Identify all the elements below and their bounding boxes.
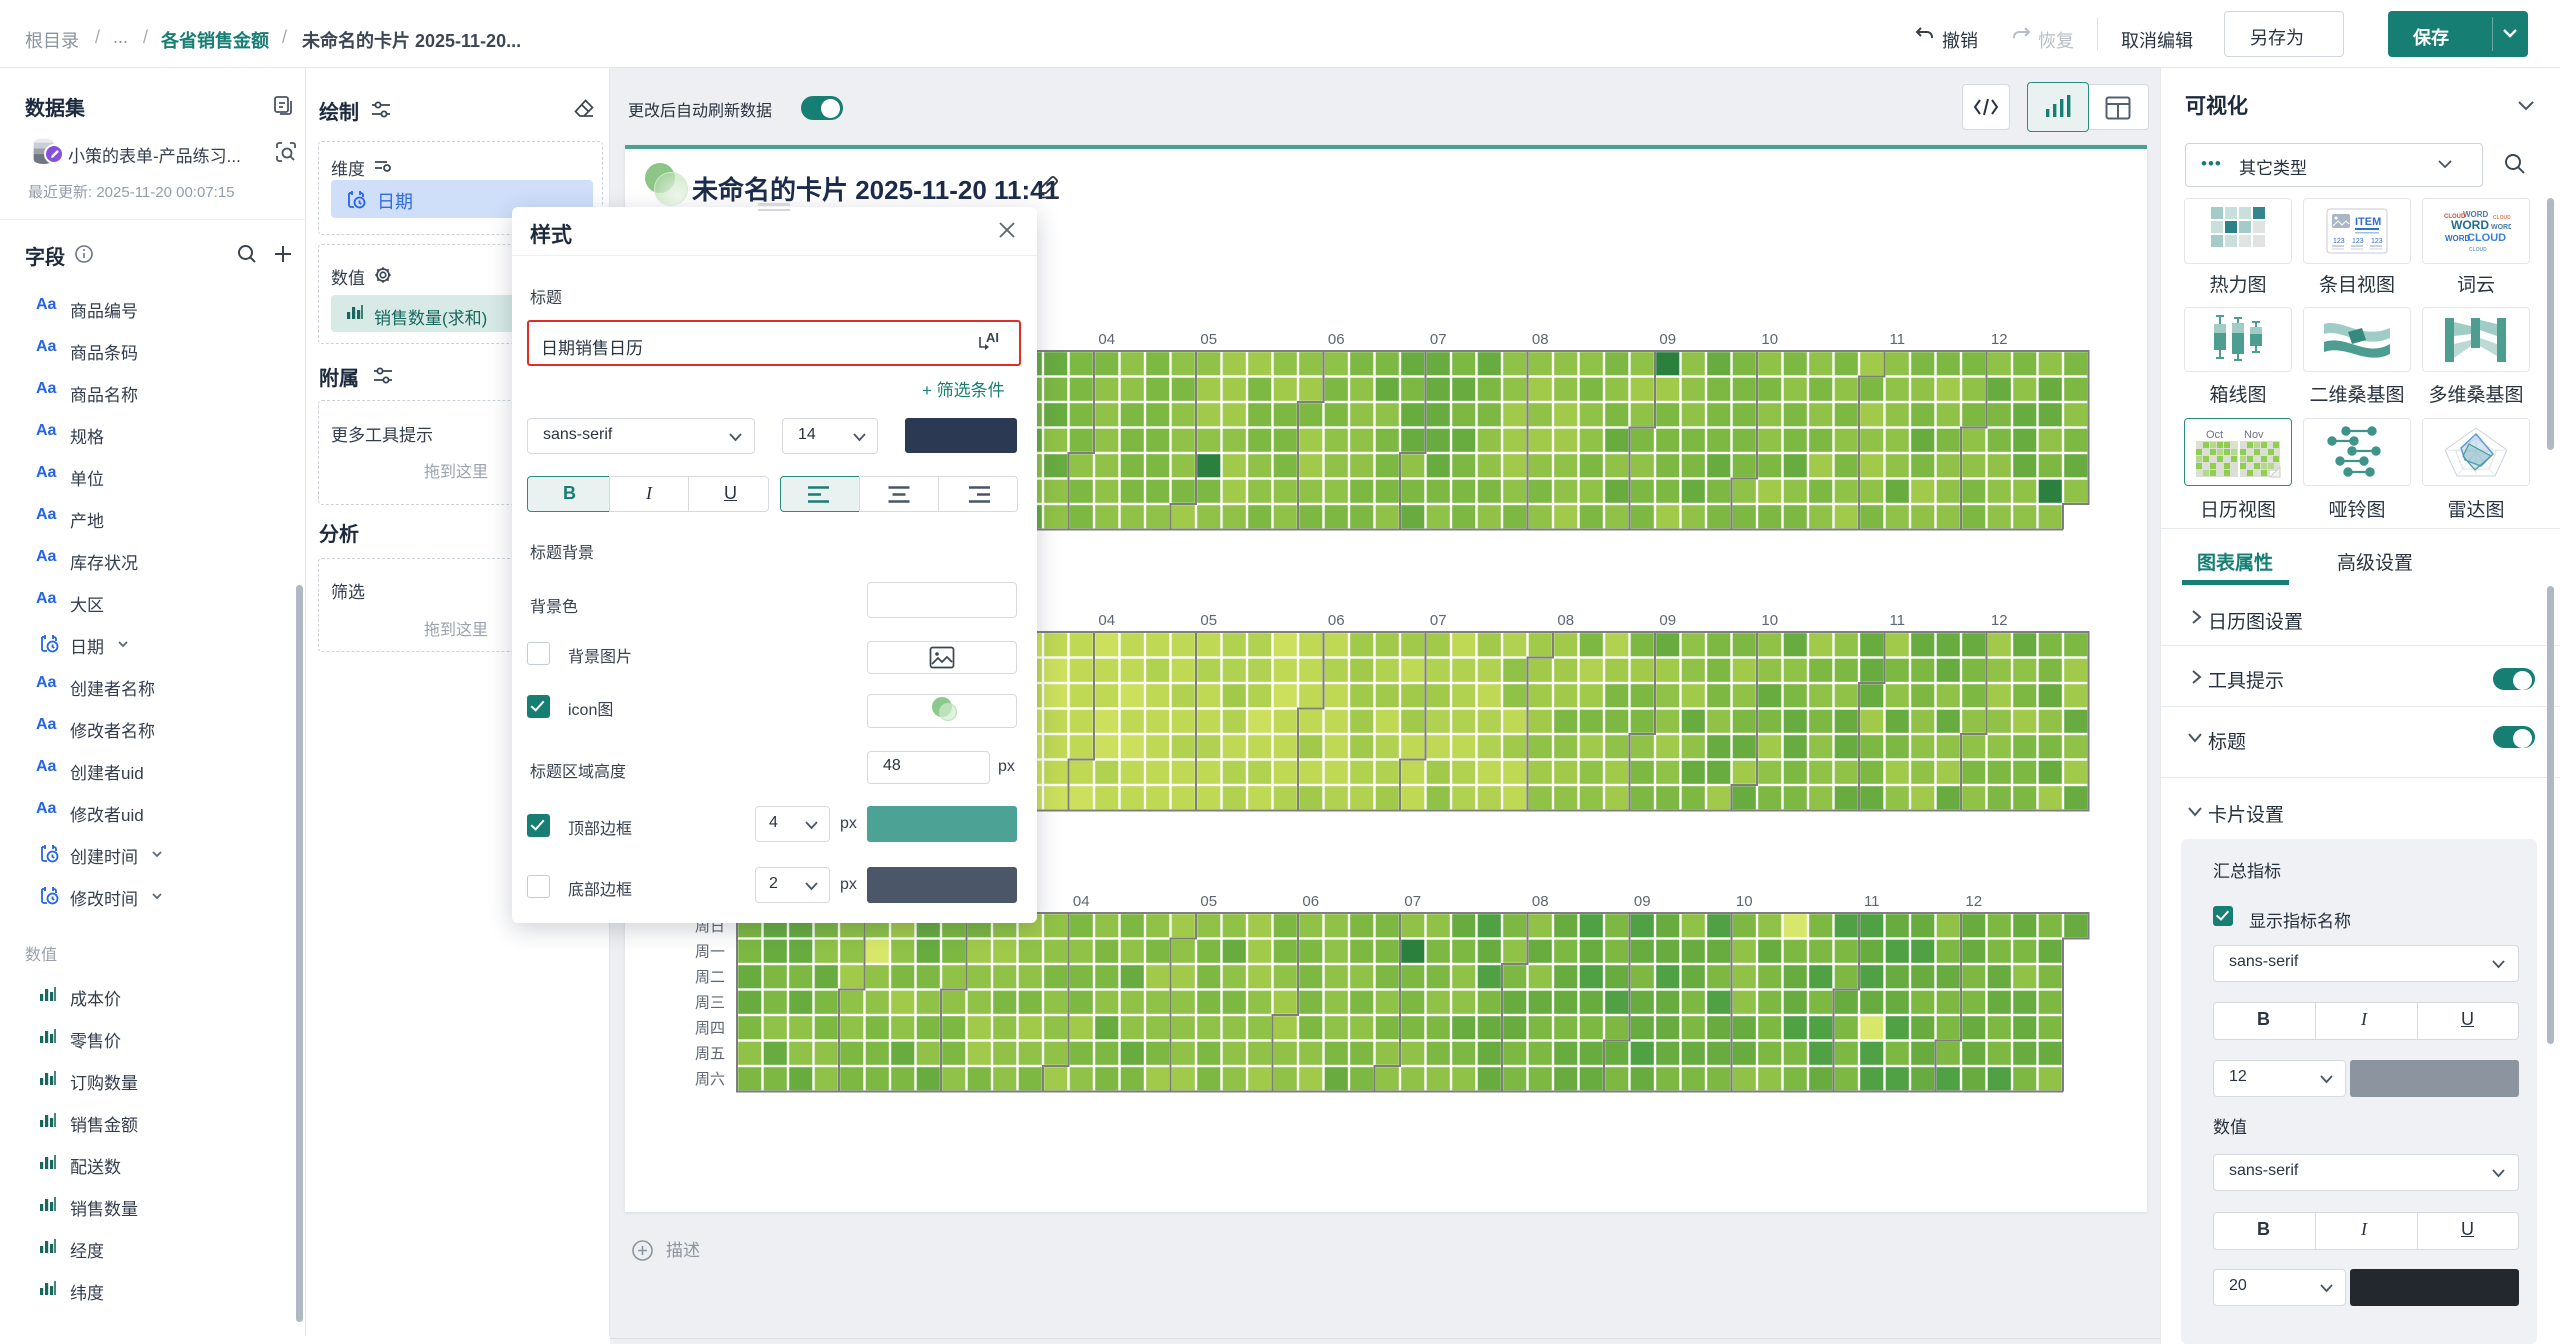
svg-text:CLOUD: CLOUD	[2469, 247, 2487, 253]
svg-text:WORD: WORD	[2451, 218, 2489, 232]
svg-text:12: 12	[1991, 612, 2008, 629]
svg-text:07: 07	[1430, 331, 1447, 348]
svg-text:06: 06	[1328, 612, 1345, 629]
svg-text:09: 09	[1634, 893, 1651, 910]
svg-text:11: 11	[1889, 331, 1905, 348]
svg-text:周二: 周二	[695, 969, 725, 986]
svg-text:周六: 周六	[695, 1071, 725, 1088]
svg-text:10: 10	[1736, 893, 1753, 910]
svg-text:11: 11	[1889, 612, 1905, 629]
svg-text:10: 10	[1761, 331, 1778, 348]
svg-text:06: 06	[1302, 893, 1319, 910]
svg-text:Oct: Oct	[2206, 429, 2223, 441]
svg-text:周五: 周五	[695, 1045, 725, 1062]
svg-text:周三: 周三	[695, 994, 725, 1011]
svg-text:WORD: WORD	[2445, 234, 2471, 243]
svg-text:09: 09	[1659, 331, 1676, 348]
svg-text:12: 12	[1991, 331, 2008, 348]
svg-text:06: 06	[1328, 331, 1345, 348]
svg-text:04: 04	[1073, 893, 1090, 910]
svg-text:11: 11	[1864, 893, 1880, 910]
svg-text:07: 07	[1430, 612, 1447, 629]
svg-text:07: 07	[1404, 893, 1421, 910]
svg-text:WORD: WORD	[2463, 210, 2489, 219]
svg-text:CLOUD: CLOUD	[2493, 215, 2511, 221]
svg-text:10: 10	[1761, 612, 1778, 629]
svg-text:08: 08	[1557, 612, 1574, 629]
svg-text:05: 05	[1200, 331, 1217, 348]
svg-text:CLOUD: CLOUD	[2467, 232, 2506, 244]
svg-text:123: 123	[2333, 238, 2345, 245]
svg-text:AI: AI	[986, 330, 999, 345]
svg-text:09: 09	[1659, 612, 1676, 629]
svg-text:05: 05	[1200, 893, 1217, 910]
svg-text:12: 12	[1965, 893, 1982, 910]
svg-text:04: 04	[1098, 331, 1115, 348]
svg-text:123: 123	[2352, 238, 2364, 245]
svg-text:08: 08	[1532, 331, 1549, 348]
svg-text:周四: 周四	[695, 1020, 725, 1037]
svg-text:123: 123	[2371, 238, 2383, 245]
svg-text:CLOUD: CLOUD	[2444, 214, 2466, 220]
svg-text:WORD: WORD	[2491, 224, 2511, 231]
svg-text:周一: 周一	[695, 943, 725, 960]
svg-text:04: 04	[1098, 612, 1115, 629]
svg-text:ITEM: ITEM	[2355, 216, 2381, 228]
svg-text:05: 05	[1200, 612, 1217, 629]
svg-text:08: 08	[1532, 893, 1549, 910]
svg-text:Nov: Nov	[2244, 429, 2264, 441]
